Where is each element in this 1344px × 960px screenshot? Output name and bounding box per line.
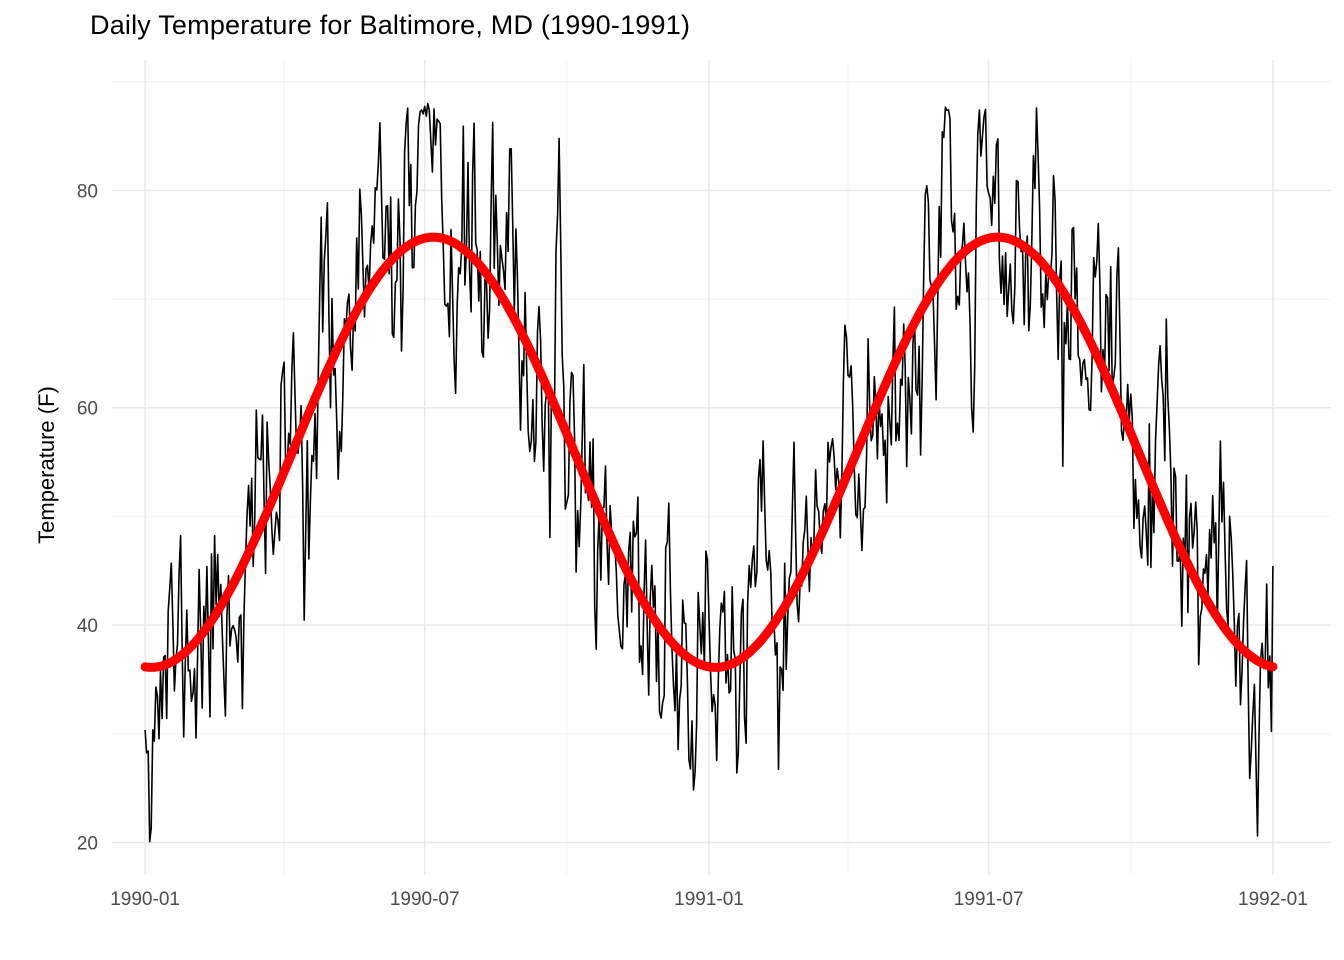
y-tick-label: 80 — [77, 181, 98, 202]
x-tick-label: 1990-07 — [390, 889, 460, 910]
y-tick-label: 60 — [77, 399, 98, 420]
chart-title: Daily Temperature for Baltimore, MD (199… — [90, 10, 691, 40]
y-tick-label: 20 — [77, 833, 98, 854]
x-tick-label: 1990-01 — [110, 889, 180, 910]
y-tick-label: 40 — [77, 616, 98, 637]
x-tick-label: 1992-01 — [1238, 889, 1308, 910]
x-tick-label: 1991-07 — [954, 889, 1024, 910]
seasonal-fit-line — [140, 232, 1278, 672]
x-tick-label: 1991-01 — [674, 889, 744, 910]
